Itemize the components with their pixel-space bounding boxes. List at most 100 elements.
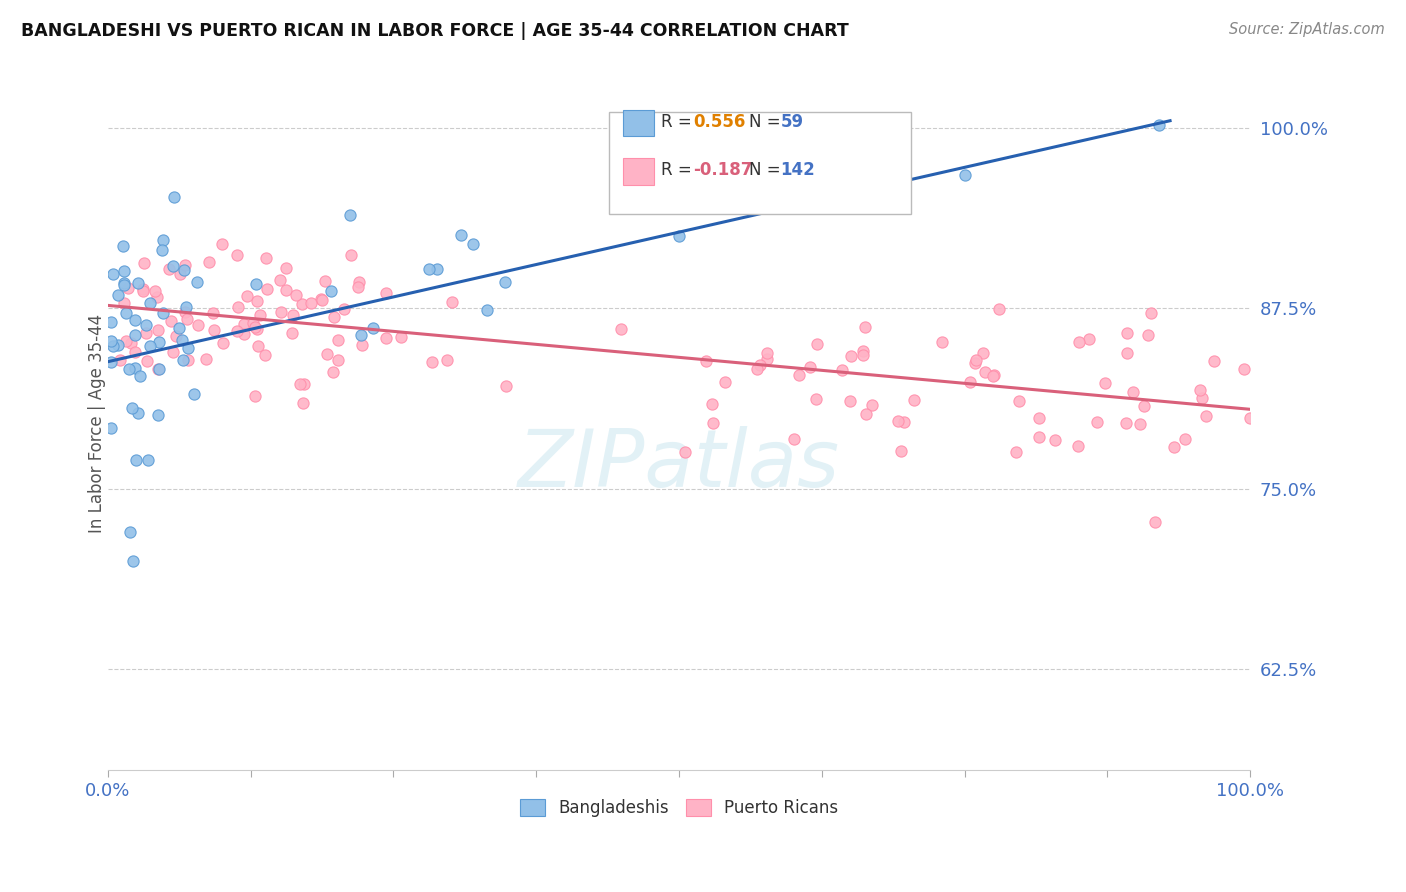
Point <box>349 275 371 289</box>
Point <box>160 314 183 328</box>
Point <box>148 362 170 376</box>
Point <box>281 326 304 340</box>
Point <box>1239 411 1261 425</box>
Point <box>374 331 396 345</box>
Point <box>1195 409 1218 423</box>
Point <box>747 362 769 376</box>
Point <box>201 306 224 320</box>
Text: N =: N = <box>749 161 786 179</box>
Point <box>274 261 297 276</box>
Point <box>211 336 233 351</box>
Point <box>1028 430 1050 444</box>
Point <box>1008 394 1031 409</box>
Text: Source: ZipAtlas.com: Source: ZipAtlas.com <box>1229 22 1385 37</box>
Point <box>321 284 343 298</box>
Point <box>195 351 218 366</box>
Point <box>1140 306 1163 320</box>
Point <box>112 239 135 253</box>
Point <box>1132 399 1154 413</box>
Point <box>972 345 994 359</box>
Text: 59: 59 <box>780 113 803 131</box>
Point <box>756 352 779 367</box>
Point <box>124 344 146 359</box>
Point <box>426 261 449 276</box>
Point <box>931 335 953 350</box>
Point <box>101 267 124 281</box>
Point <box>121 401 143 415</box>
Point <box>350 337 373 351</box>
Point <box>1163 440 1185 454</box>
Point <box>839 393 862 408</box>
Point <box>418 262 440 277</box>
Point <box>162 260 184 274</box>
Point <box>1115 416 1137 430</box>
Point <box>143 284 166 298</box>
Point <box>959 376 981 390</box>
Point <box>495 276 517 290</box>
Point <box>134 326 156 340</box>
Point <box>243 389 266 403</box>
Point <box>100 315 122 329</box>
Point <box>152 306 174 320</box>
Point <box>714 375 737 389</box>
Point <box>323 310 346 324</box>
Point <box>1174 432 1197 446</box>
Point <box>115 334 138 349</box>
Point <box>1094 376 1116 390</box>
Text: BANGLADESHI VS PUERTO RICAN IN LABOR FORCE | AGE 35-44 CORRELATION CHART: BANGLADESHI VS PUERTO RICAN IN LABOR FOR… <box>21 22 849 40</box>
Point <box>118 524 141 539</box>
Point <box>374 286 396 301</box>
Point <box>129 369 152 384</box>
Point <box>1189 384 1212 398</box>
Point <box>1067 335 1090 350</box>
Point <box>1067 439 1090 453</box>
Point <box>112 276 135 290</box>
Point <box>107 338 129 352</box>
Point <box>177 353 200 368</box>
Point <box>124 312 146 326</box>
Point <box>146 323 169 337</box>
Point <box>668 229 690 244</box>
Point <box>139 339 162 353</box>
Point <box>346 280 368 294</box>
Point <box>290 376 312 391</box>
Point <box>112 263 135 277</box>
Point <box>610 321 633 335</box>
Point <box>135 318 157 332</box>
Point <box>309 292 332 306</box>
Point <box>174 258 197 272</box>
Point <box>232 327 254 342</box>
Point <box>1144 516 1167 530</box>
Point <box>100 355 122 369</box>
Point <box>1204 354 1226 368</box>
Point <box>291 396 314 410</box>
Point <box>124 328 146 343</box>
Point <box>235 289 257 303</box>
Point <box>285 288 308 302</box>
Point <box>148 362 170 376</box>
Point <box>101 339 124 353</box>
Point <box>953 168 976 182</box>
Point <box>112 278 135 293</box>
Point <box>152 233 174 247</box>
Point <box>1191 391 1213 405</box>
Point <box>389 330 412 344</box>
Point <box>903 393 925 408</box>
Point <box>254 251 277 265</box>
Point <box>783 432 806 446</box>
Point <box>124 361 146 376</box>
Point <box>136 353 159 368</box>
Point <box>893 415 915 429</box>
Point <box>118 362 141 376</box>
Point <box>804 392 827 407</box>
Point <box>256 282 278 296</box>
Point <box>276 283 298 297</box>
Point <box>136 452 159 467</box>
Point <box>461 237 484 252</box>
Text: 142: 142 <box>780 161 815 179</box>
Point <box>226 324 249 338</box>
Point <box>1077 332 1099 346</box>
Point <box>477 302 499 317</box>
Point <box>495 379 517 393</box>
Point <box>162 345 184 359</box>
